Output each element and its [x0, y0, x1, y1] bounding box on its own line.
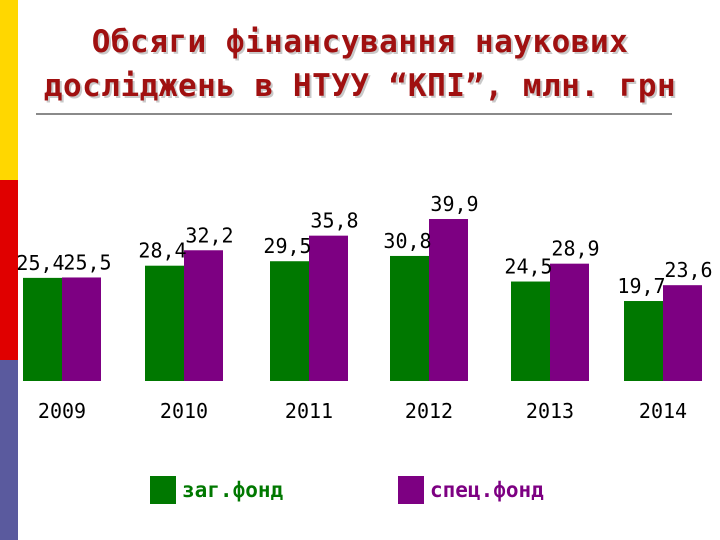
legend-item-special-fund: спец.фонд — [398, 476, 544, 504]
bar-general-fund-2013 — [511, 281, 550, 381]
value-label-special-fund-2009: 25,5 — [63, 250, 111, 274]
value-label-special-fund-2012: 39,9 — [430, 192, 478, 216]
legend-item-general-fund: заг.фонд — [150, 476, 283, 504]
category-label-2014: 2014 — [639, 399, 687, 423]
bar-special-fund-2010 — [184, 250, 223, 381]
legend-swatch-general-fund — [150, 476, 176, 504]
bar-general-fund-2014 — [624, 301, 663, 381]
bar-special-fund-2012 — [429, 219, 468, 381]
side-stripe-0 — [0, 0, 18, 180]
bar-special-fund-2011 — [309, 235, 348, 381]
bar-general-fund-2009 — [23, 277, 62, 381]
side-stripe-1 — [0, 180, 18, 360]
side-stripe-2 — [0, 360, 18, 540]
chart-title: Обсяги фінансування наукових досліджень … — [43, 24, 677, 104]
category-label-2009: 2009 — [38, 399, 86, 423]
value-label-general-fund-2013: 24,5 — [504, 255, 552, 279]
title-divider — [36, 113, 672, 115]
category-label-2011: 2011 — [285, 399, 333, 423]
bar-general-fund-2011 — [270, 261, 309, 381]
value-label-special-fund-2011: 35,8 — [310, 209, 358, 233]
bar-special-fund-2014 — [663, 285, 702, 381]
bar-general-fund-2010 — [145, 265, 184, 381]
bar-special-fund-2009 — [62, 277, 101, 381]
value-label-general-fund-2010: 28,4 — [138, 239, 186, 263]
legend-swatch-special-fund — [398, 476, 424, 504]
category-label-2012: 2012 — [405, 399, 453, 423]
value-label-general-fund-2012: 30,8 — [383, 229, 431, 253]
value-label-general-fund-2011: 29,5 — [263, 234, 311, 258]
legend-label-special-fund: спец.фонд — [430, 478, 544, 502]
category-label-2010: 2010 — [160, 399, 208, 423]
value-label-special-fund-2010: 32,2 — [185, 223, 233, 247]
legend-label-general-fund: заг.фонд — [182, 478, 284, 502]
bar-special-fund-2013 — [550, 263, 589, 381]
value-label-special-fund-2013: 28,9 — [551, 237, 599, 261]
bar-general-fund-2012 — [390, 255, 429, 381]
category-label-2013: 2013 — [526, 399, 574, 423]
value-label-general-fund-2009: 25,4 — [16, 251, 64, 275]
value-label-general-fund-2014: 19,7 — [617, 274, 665, 298]
bar-chart: 25,425,5 2009 28,432,2 2010 29,535,8 2011 30,8… — [16, 192, 712, 423]
value-label-special-fund-2014: 23,6 — [664, 258, 712, 282]
